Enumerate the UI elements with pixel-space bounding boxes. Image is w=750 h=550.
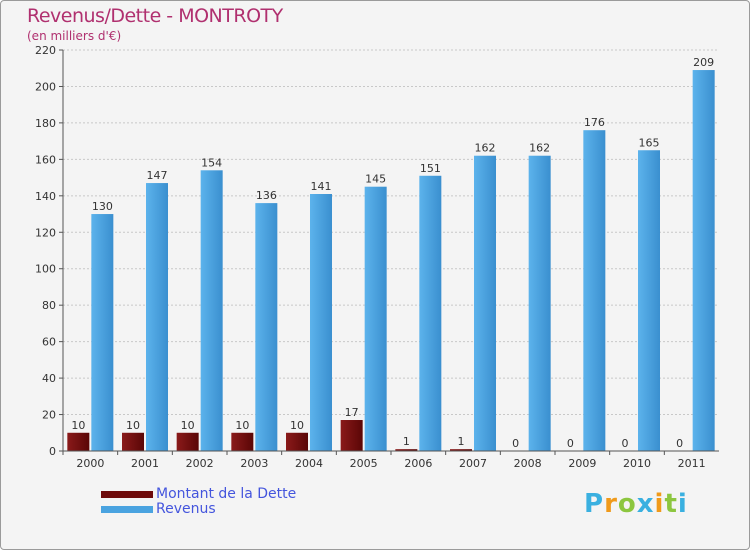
y-tick-label: 180 (35, 117, 56, 130)
revenus-value-label: 147 (147, 169, 168, 182)
dette-value-label: 0 (567, 437, 574, 450)
x-tick-label: 2002 (186, 457, 214, 470)
logo-letter: P (584, 489, 605, 519)
revenus-bar (419, 175, 442, 451)
y-tick-label: 60 (42, 336, 56, 349)
revenus-value-label: 162 (475, 142, 496, 155)
logo-letter: i (677, 489, 688, 519)
revenus-value-label: 165 (639, 136, 660, 149)
legend-label-revenus: Revenus (156, 501, 216, 517)
x-tick-label: 2011 (678, 457, 706, 470)
logo-letter: r (604, 489, 618, 519)
y-tick-label: 0 (49, 445, 56, 458)
y-tick-label: 220 (35, 44, 56, 57)
y-tick-label: 160 (35, 153, 56, 166)
revenus-bar (583, 130, 606, 451)
dette-value-label: 0 (512, 437, 519, 450)
dette-value-label: 10 (235, 419, 249, 432)
revenus-value-label: 154 (201, 156, 222, 169)
dette-value-label: 10 (290, 419, 304, 432)
proxiti-logo: Proxiti (584, 489, 688, 519)
x-tick-label: 2006 (404, 457, 432, 470)
revenus-value-label: 141 (311, 180, 332, 193)
bar-layer (67, 70, 715, 452)
revenus-bar (200, 170, 223, 452)
x-tick-label: 2001 (131, 457, 159, 470)
y-tick-label: 200 (35, 80, 56, 93)
revenus-bar (310, 193, 332, 451)
label-layer: 10 130 10 147 10 154 10 136 10 141 17 145 1 151 1 162 0 1… (71, 56, 714, 450)
dette-value-label: 10 (71, 419, 85, 432)
logo-letter: t (664, 489, 678, 519)
dette-value-label: 10 (126, 419, 140, 432)
dette-value-label: 10 (181, 419, 195, 432)
dette-value-label: 17 (345, 406, 359, 419)
y-tick-label: 80 (42, 299, 56, 312)
revenus-value-label: 145 (365, 173, 386, 186)
dette-value-label: 1 (458, 435, 465, 448)
revenus-value-label: 136 (256, 189, 277, 202)
chart-title: Revenus/Dette - MONTROTY (27, 5, 283, 27)
x-tick-label: 2010 (623, 457, 651, 470)
grid-layer (63, 49, 719, 452)
chart-subtitle: (en milliers d'€) (27, 29, 122, 43)
x-tick-label: 2009 (568, 457, 596, 470)
revenus-value-label: 162 (529, 142, 550, 155)
revenus-bar (255, 203, 278, 451)
dette-bar (340, 420, 363, 451)
logo-letter: i (654, 489, 665, 519)
revenus-bar (146, 183, 168, 452)
legend-swatch-revenus (101, 506, 153, 513)
revenus-value-label: 209 (693, 56, 714, 69)
dette-bar (176, 432, 199, 451)
y-tick-label: 40 (42, 372, 56, 385)
dette-bar (286, 432, 308, 451)
revenus-bar (364, 186, 387, 452)
logo-letter: x (636, 489, 655, 519)
x-tick-label: 2007 (459, 457, 487, 470)
dette-bar (231, 432, 254, 451)
dette-bar (395, 449, 418, 451)
y-tick-label: 140 (35, 190, 56, 203)
revenus-bar (528, 155, 551, 451)
legend-swatch-dette (101, 491, 153, 498)
revenus-value-label: 151 (420, 162, 441, 175)
y-tick-label: 120 (35, 226, 56, 239)
x-tick-label: 2004 (295, 457, 323, 470)
dette-value-label: 1 (403, 435, 410, 448)
revenus-bar (91, 214, 114, 451)
y-tick-label: 100 (35, 263, 56, 276)
dette-value-label: 0 (622, 437, 629, 450)
revenus-bar (638, 150, 660, 451)
revenus-bar (692, 70, 715, 452)
revenus-bar (474, 155, 496, 451)
dette-bar (67, 432, 90, 451)
dette-bar (450, 449, 472, 451)
logo-letter: o (617, 489, 637, 519)
dette-value-label: 0 (676, 437, 683, 450)
x-tick-label: 2000 (76, 457, 104, 470)
legend-label-dette: Montant de la Dette (156, 486, 297, 502)
x-tick-label: 2005 (350, 457, 378, 470)
x-tick-label: 2008 (514, 457, 542, 470)
y-tick-label: 20 (42, 409, 56, 422)
revenus-value-label: 130 (92, 200, 113, 213)
plot-area (63, 50, 719, 451)
x-tick-label: 2003 (240, 457, 268, 470)
revenus-value-label: 176 (584, 116, 605, 129)
dette-bar (122, 432, 144, 451)
